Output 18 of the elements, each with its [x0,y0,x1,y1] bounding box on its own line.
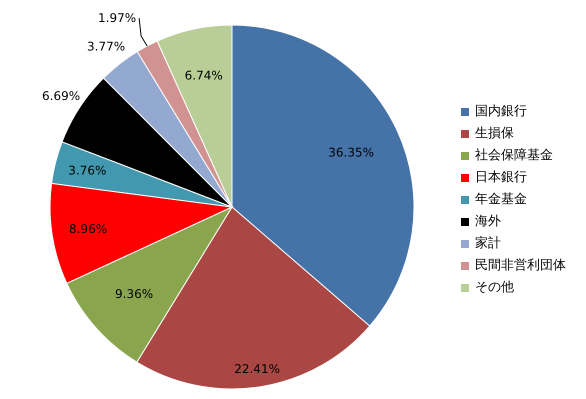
legend-label: 社会保障基金 [475,146,553,164]
data-label: 22.41% [234,362,280,376]
data-label: 9.36% [115,287,154,302]
data-label: 6.74% [184,68,223,82]
data-label: 8.96% [69,222,108,236]
legend-label: 家計 [475,234,501,252]
data-label: 3.76% [68,163,106,178]
legend-label: 海外 [475,212,501,230]
legend-label: その他 [475,278,514,296]
legend-label: 民間非営利団体 [475,256,566,274]
legend-label: 日本銀行 [475,168,527,186]
data-label: 1.97% [98,11,136,26]
data-label: 36.35% [328,146,374,160]
legend-label: 年金基金 [475,190,527,208]
data-label: 3.77% [87,40,126,54]
data-label: 6.69% [42,88,80,103]
legend-label: 国内銀行 [475,102,527,120]
legend-label: 生損保 [475,124,514,142]
